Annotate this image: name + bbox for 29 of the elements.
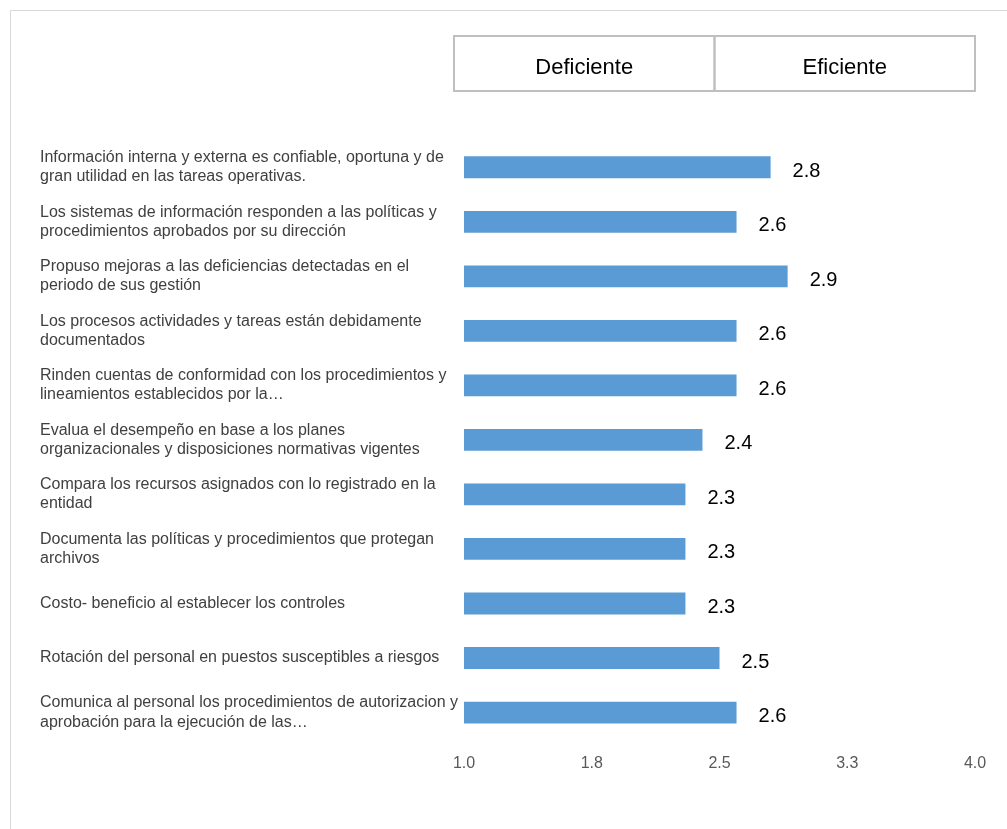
x-tick-label: 1.0 <box>452 753 476 771</box>
y-tick-label: Los sistemas de información responden a las políticas y procedimientos aprobados por su dirección <box>40 202 437 239</box>
data-label: 2.3 <box>707 595 736 617</box>
data-label: 2.4 <box>724 431 753 454</box>
y-tick-label: Costo- beneficio al establecer los controles <box>40 593 346 611</box>
text: Deficiente <box>535 53 634 79</box>
data-label: 2.6 <box>758 376 787 399</box>
data-label: 2.9 <box>809 267 838 290</box>
y-tick-label: Compara los recursos asignados con lo registrado en la entidad <box>40 475 436 512</box>
data-label: 2.6 <box>758 704 787 727</box>
y-tick-label: Rotación del personal en puestos susceptibles a riesgos <box>40 648 440 666</box>
x-tick-label: 2.5 <box>708 753 731 771</box>
y-tick-label: Evalua el desempeño en base a los planes organizacionales y disposiciones normativas vigentes <box>40 420 420 457</box>
data-label: 2.3 <box>707 485 736 508</box>
y-tick-label: Comunica al personal los procedimientos de autorizacion y aprobación para la ejecución de las… <box>40 693 458 730</box>
data-label: 2.5 <box>741 649 770 672</box>
text: Eficiente <box>802 53 887 79</box>
data-label: 2.3 <box>707 540 736 563</box>
y-tick-label: Documenta las políticas y procedimientos que protegan archivos <box>40 529 434 566</box>
x-tick-label: 3.3 <box>836 753 859 771</box>
x-tick-label: 1.8 <box>580 753 603 771</box>
y-tick-label: Los procesos actividades y tareas están debidamente documentados <box>40 311 422 348</box>
data-label: 2.6 <box>758 213 787 236</box>
data-label: 2.8 <box>792 158 821 181</box>
y-tick-label: Propuso mejoras a las deficiencias detectadas en el periodo de sus gestión <box>40 257 410 294</box>
data-label: 2.6 <box>758 322 787 345</box>
y-tick-label: Información interna y externa es confiable, oportuna y de gran utilidad en las tareas operativas. <box>40 148 444 185</box>
y-tick-label: Rinden cuentas de conformidad con los procedimientos y lineamientos establecidos por la… <box>40 366 447 403</box>
x-tick-label: 4.0 <box>963 753 987 771</box>
